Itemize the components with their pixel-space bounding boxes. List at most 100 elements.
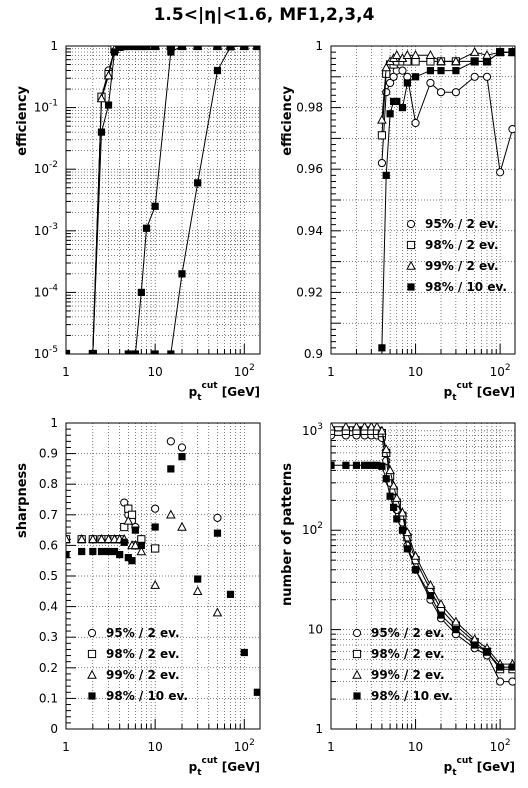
data-point bbox=[213, 513, 222, 522]
legend-marker bbox=[88, 692, 96, 700]
data-point bbox=[213, 46, 222, 50]
data-point bbox=[192, 586, 203, 595]
data-point bbox=[508, 48, 515, 56]
data-point bbox=[142, 224, 151, 232]
series-line bbox=[381, 51, 513, 348]
y-tick-label: 0.7 bbox=[39, 508, 58, 522]
series-5 bbox=[66, 46, 260, 354]
data-point bbox=[177, 443, 187, 452]
data-point bbox=[398, 526, 407, 534]
data-point bbox=[377, 425, 387, 435]
data-point bbox=[361, 461, 369, 469]
data-point bbox=[194, 46, 202, 50]
x-axis-label: ptcut [GeV] bbox=[189, 381, 260, 403]
series-line bbox=[66, 46, 258, 354]
chart-panel-efficiency-log: 10-5 10-4 10-3 10-2 10-1 1 1 10 102 efficiency ptc… bbox=[15, 39, 261, 403]
data-point bbox=[359, 423, 370, 431]
data-point bbox=[452, 626, 460, 634]
plot-frame bbox=[330, 422, 516, 730]
data-point bbox=[123, 515, 134, 525]
data-point bbox=[381, 62, 392, 72]
data-point bbox=[151, 46, 159, 50]
legend-marker bbox=[352, 628, 362, 638]
legend-entry: 99% / 2 ev. bbox=[87, 668, 180, 682]
x-tick-label: 102 bbox=[234, 363, 255, 379]
data-point bbox=[382, 171, 390, 179]
legend-entry: 95% / 2 ev. bbox=[352, 626, 445, 640]
y-tick-label: 10-1 bbox=[34, 99, 58, 115]
series-3 bbox=[66, 46, 260, 354]
x-tick-label: 10 bbox=[408, 365, 423, 379]
data-point bbox=[66, 350, 70, 354]
data-point bbox=[351, 423, 362, 431]
series-2 bbox=[66, 509, 223, 617]
series-line bbox=[381, 70, 513, 173]
data-point bbox=[452, 67, 460, 75]
data-point bbox=[508, 125, 515, 134]
data-point bbox=[167, 48, 175, 56]
data-point bbox=[120, 46, 128, 50]
data-point bbox=[66, 534, 71, 543]
legend-entry: 98% / 10 ev. bbox=[353, 689, 453, 703]
data-point bbox=[167, 350, 175, 354]
y-tick-label: 10-4 bbox=[34, 283, 59, 299]
data-point bbox=[240, 46, 248, 50]
data-point bbox=[103, 70, 114, 80]
data-point bbox=[411, 73, 420, 81]
legend-marker bbox=[87, 669, 97, 679]
data-point bbox=[411, 566, 420, 574]
data-point bbox=[150, 579, 160, 589]
data-point bbox=[451, 88, 460, 97]
data-point bbox=[426, 67, 435, 75]
data-point bbox=[128, 557, 136, 565]
data-point bbox=[483, 648, 491, 656]
data-point bbox=[167, 46, 175, 50]
data-point bbox=[373, 461, 381, 469]
data-point bbox=[508, 677, 515, 686]
data-point bbox=[178, 46, 186, 50]
data-point bbox=[166, 437, 175, 446]
x-axis-label: ptcut [GeV] bbox=[444, 381, 515, 403]
data-point bbox=[96, 93, 107, 103]
data-point bbox=[89, 350, 97, 354]
legend-entry: 98% / 2 ev. bbox=[352, 647, 445, 661]
legend-label: 99% / 2 ev. bbox=[106, 668, 180, 682]
data-point bbox=[151, 202, 159, 210]
data-point bbox=[496, 663, 504, 671]
data-point bbox=[378, 462, 386, 470]
legend-label: 95% / 2 ev. bbox=[371, 626, 445, 640]
legend-marker bbox=[352, 669, 362, 679]
data-point bbox=[393, 515, 401, 523]
data-point bbox=[131, 350, 139, 354]
data-point bbox=[398, 104, 407, 112]
x-tick-label: 10 bbox=[148, 365, 163, 379]
data-point bbox=[483, 57, 491, 65]
data-point bbox=[136, 546, 147, 556]
data-point bbox=[89, 547, 97, 556]
data-point bbox=[151, 544, 160, 553]
y-tick-label: 0.3 bbox=[39, 630, 58, 644]
legend-entry: 98% / 2 ev. bbox=[87, 647, 180, 661]
plot-frame bbox=[330, 45, 516, 355]
data-point bbox=[116, 46, 124, 51]
chart-panel-sharpness: 0 0.1 0.2 0.3 0.4 0.5 0.6 0.7 0.8 0.9 1 1 10 102 sharp… bbox=[15, 416, 261, 778]
legend-marker bbox=[407, 283, 415, 291]
data-point bbox=[382, 475, 390, 483]
series-4 bbox=[66, 46, 260, 354]
data-point bbox=[103, 534, 114, 543]
data-point bbox=[508, 663, 515, 671]
data-point bbox=[437, 67, 445, 75]
data-point bbox=[403, 72, 412, 81]
data-point bbox=[213, 529, 222, 537]
legend-entry: 95% / 2 ev. bbox=[87, 626, 180, 640]
data-point bbox=[124, 46, 132, 50]
data-point bbox=[166, 509, 176, 519]
series-3 bbox=[66, 453, 260, 696]
y-tick-label: 10 bbox=[308, 623, 323, 637]
data-point bbox=[131, 526, 139, 534]
data-point bbox=[386, 110, 394, 118]
legend-entry: 98% / 10 ev. bbox=[88, 689, 188, 703]
x-tick-label: 1 bbox=[62, 740, 70, 754]
data-point bbox=[66, 550, 70, 559]
